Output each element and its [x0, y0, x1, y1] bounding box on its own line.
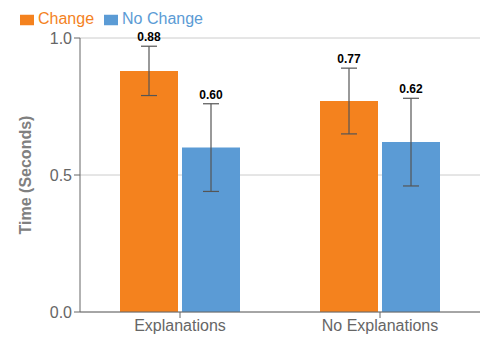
svg-text:0.62: 0.62 — [399, 82, 423, 96]
html-text:Change: Change — [38, 10, 94, 27]
svg-text:Time (Seconds): Time (Seconds) — [17, 116, 34, 235]
svg-text:Explanations: Explanations — [134, 317, 226, 334]
svg-text:0.88: 0.88 — [137, 30, 161, 44]
svg-text:0.60: 0.60 — [199, 88, 223, 102]
svg-text:0.77: 0.77 — [337, 52, 361, 66]
svg-text:1.0: 1.0 — [50, 30, 72, 47]
svg-text:0.5: 0.5 — [50, 167, 72, 184]
svg-text:0.0: 0.0 — [50, 304, 72, 321]
svg-text:No Explanations: No Explanations — [322, 317, 439, 334]
html-text:No Change: No Change — [122, 10, 203, 27]
